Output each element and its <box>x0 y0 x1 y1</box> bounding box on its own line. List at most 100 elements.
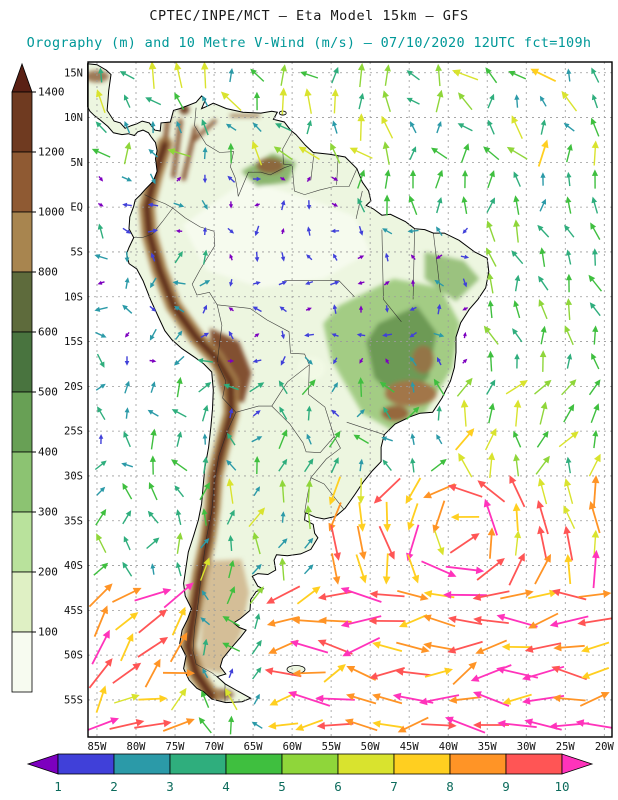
wind-arrow <box>202 174 208 184</box>
wind-arrow <box>410 254 416 261</box>
wind-arrow <box>487 170 495 189</box>
wind-arrow <box>298 146 320 160</box>
wind-arrow <box>538 299 548 320</box>
wind-arrow <box>537 477 548 505</box>
wind-arrow <box>372 720 402 729</box>
wind-arrow <box>346 693 377 705</box>
wind-arrow <box>305 307 312 312</box>
border-line <box>308 364 335 437</box>
wind-arrow <box>356 409 365 418</box>
wind-arrow <box>398 614 428 628</box>
wind-arrow <box>355 554 367 584</box>
wind-arrow <box>120 633 134 662</box>
oro-colorbar-label: 300 <box>38 506 58 519</box>
wind-arrow <box>344 718 378 732</box>
wind-arrow <box>146 537 160 550</box>
wind-arrow <box>409 169 417 189</box>
wind-arrow <box>382 141 390 165</box>
wind-arrow <box>280 228 285 235</box>
wind-arrow <box>174 62 183 89</box>
wind-arrow <box>305 505 312 530</box>
wind-arrow <box>331 553 341 585</box>
terrain-patch <box>366 305 437 405</box>
wind-arrow <box>488 402 495 424</box>
wind-arrow <box>462 278 468 288</box>
wind-arrow <box>563 122 575 132</box>
wind-arrow <box>171 606 186 636</box>
wind-arrow <box>331 66 339 84</box>
terrain-patch <box>381 405 410 422</box>
wind-arrow <box>88 583 113 608</box>
wind-arrow <box>330 524 341 561</box>
wind-arrow <box>150 381 156 393</box>
wind-arrow <box>536 430 549 448</box>
wind-arrow <box>436 121 442 134</box>
wind-arrow <box>202 433 208 445</box>
wind-arrow <box>397 590 429 601</box>
wind-arrow <box>149 173 156 185</box>
wind-arrow <box>94 306 108 312</box>
wind-arrow <box>264 667 302 678</box>
terrain-patch <box>87 70 109 83</box>
wind-arrow <box>174 306 185 313</box>
wind-arrow <box>357 280 365 285</box>
wind-arrow <box>487 272 494 294</box>
wind-arrow <box>201 119 209 136</box>
wind-arrow <box>381 115 394 139</box>
wind-arrow <box>223 383 239 391</box>
terrain-patch <box>210 328 252 403</box>
wind-arrow <box>124 380 130 394</box>
lon-label: 30W <box>517 741 537 753</box>
wind-arrow <box>171 459 188 472</box>
wind-arrow <box>383 194 391 216</box>
oro-colorbar-label: 1200 <box>38 146 65 159</box>
wind-arrow <box>513 171 521 187</box>
coastline <box>87 63 490 704</box>
wind-arrow <box>436 434 443 445</box>
wind-arrow <box>202 638 209 656</box>
wind-arrow <box>539 198 546 212</box>
wind-arrow <box>537 139 549 167</box>
wind-arrow <box>458 452 473 478</box>
wind-colorbar-segment <box>449 753 507 775</box>
wind-arrow <box>549 615 589 628</box>
wind-arrow <box>483 498 498 536</box>
orography-colorbar: 100 200 300 400 500 600 800 1000 1200 1400 <box>11 62 65 693</box>
wind-arrow <box>147 202 159 208</box>
wind-arrow <box>199 557 211 581</box>
wind-arrow <box>514 353 520 369</box>
wind-arrow <box>95 331 107 338</box>
wind-arrow <box>435 63 442 87</box>
wind-arrow <box>358 62 365 88</box>
wind-arrow <box>472 590 510 601</box>
wind-arrow <box>134 588 172 602</box>
wind-arrow <box>201 199 208 210</box>
wind-arrow <box>511 115 523 139</box>
wind-arrow <box>202 227 208 236</box>
wind-arrow <box>176 120 182 134</box>
wind-arrow <box>384 305 389 313</box>
andes-ridge <box>181 125 198 181</box>
wind-arrow <box>296 586 321 605</box>
wind-arrow <box>458 92 473 111</box>
wind-arrow <box>409 146 417 160</box>
wind-arrow <box>124 277 130 289</box>
wind-colorbar-segment <box>337 753 395 775</box>
wind-arrow <box>198 382 212 393</box>
wind-arrow <box>150 563 156 575</box>
wind-arrow <box>306 226 312 236</box>
wind-arrow <box>382 332 393 338</box>
wind-arrow <box>252 176 262 182</box>
wind-arrow <box>486 247 497 267</box>
wind-arrow <box>202 456 209 474</box>
wind-arrow <box>305 479 313 503</box>
wind-arrow <box>201 590 209 601</box>
wind-arrow <box>551 588 587 601</box>
wind-arrow <box>162 718 195 732</box>
wind-arrow <box>422 614 456 628</box>
wind-arrow <box>486 220 496 242</box>
wind-arrow <box>436 226 443 236</box>
wind-arrow <box>537 525 548 561</box>
border-line <box>191 231 218 305</box>
wind-arrow <box>147 228 159 234</box>
